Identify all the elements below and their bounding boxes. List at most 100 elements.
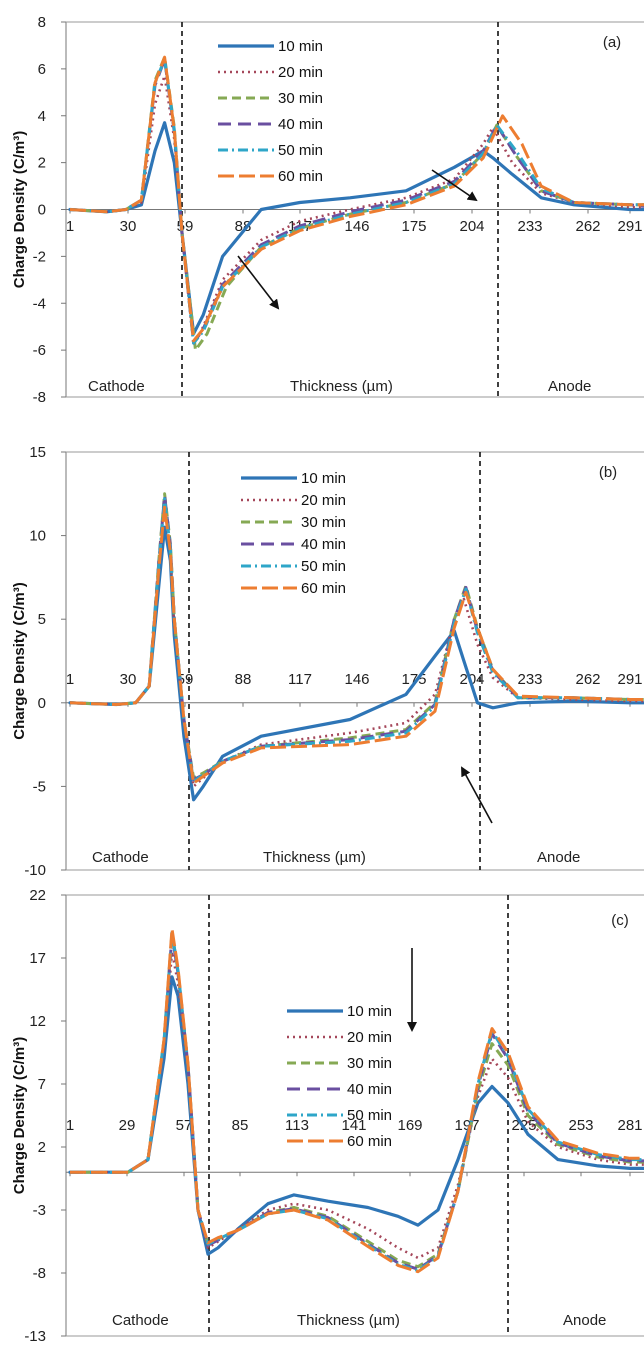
cathode-label: Cathode xyxy=(88,378,145,395)
series-line-60-min xyxy=(69,505,644,785)
y-tick-label: -5 xyxy=(33,778,46,795)
x-tick-label: 57 xyxy=(176,1117,193,1134)
legend-label: 20 min xyxy=(301,492,346,509)
legend-label: 40 min xyxy=(301,536,346,553)
legend-label: 50 min xyxy=(301,558,346,575)
x-tick-label: 30 xyxy=(120,671,137,688)
y-tick-label: -2 xyxy=(33,248,46,265)
legend-label: 30 min xyxy=(347,1055,392,1072)
y-tick-label: 8 xyxy=(38,14,46,31)
anode-label: Anode xyxy=(563,1312,606,1329)
legend-label: 10 min xyxy=(301,470,346,487)
y-tick-label: -8 xyxy=(33,389,46,406)
y-tick-label: 15 xyxy=(29,444,46,461)
x-axis-label: Thickness (µm) xyxy=(290,378,393,395)
x-axis-label: Thickness (µm) xyxy=(297,1312,400,1329)
legend-label: 60 min xyxy=(278,168,323,185)
x-tick-label: 88 xyxy=(235,671,252,688)
x-tick-label: 29 xyxy=(119,1117,136,1134)
x-tick-label: 88 xyxy=(235,218,252,235)
legend-label: 50 min xyxy=(347,1107,392,1124)
legend-label: 60 min xyxy=(301,580,346,597)
series-line-60-min xyxy=(70,927,644,1274)
legend-label: 30 min xyxy=(278,90,323,107)
series-line-30-min xyxy=(69,492,644,780)
x-tick-label: 262 xyxy=(575,218,600,235)
x-tick-label: 113 xyxy=(285,1117,309,1134)
x-tick-label: 204 xyxy=(459,218,484,235)
trend-arrow xyxy=(431,169,478,202)
series-line-20-min xyxy=(69,74,644,347)
legend-label: 30 min xyxy=(301,514,346,531)
y-tick-label: -10 xyxy=(24,862,46,879)
y-axis-label: Charge Density (C/m³) xyxy=(11,582,28,740)
trend-arrow xyxy=(461,766,493,824)
y-tick-label: 2 xyxy=(38,155,46,172)
x-tick-label: 233 xyxy=(517,671,542,688)
y-tick-label: 2 xyxy=(38,1139,46,1156)
x-tick-label: 1 xyxy=(66,671,74,688)
x-tick-label: 169 xyxy=(397,1117,422,1134)
x-tick-label: 262 xyxy=(575,671,600,688)
y-tick-label: 10 xyxy=(29,528,46,545)
y-tick-label: 22 xyxy=(29,887,46,904)
x-tick-label: 30 xyxy=(120,218,137,235)
anode-label: Anode xyxy=(537,849,580,866)
series-line-10-min xyxy=(68,975,644,1256)
series-line-50-min xyxy=(69,58,644,345)
legend-label: 10 min xyxy=(278,38,323,55)
x-tick-label: 233 xyxy=(517,218,542,235)
series-line-10-min xyxy=(68,525,644,802)
y-tick-label: -3 xyxy=(33,1202,46,1219)
x-tick-label: 175 xyxy=(401,218,426,235)
x-tick-label: 291 xyxy=(617,671,642,688)
x-tick-label: 1 xyxy=(66,218,74,235)
y-axis-label: Charge Density (C/m³) xyxy=(11,131,28,289)
legend-label: 40 min xyxy=(347,1081,392,1098)
legend-label: 20 min xyxy=(347,1029,392,1046)
legend-label: 10 min xyxy=(347,1003,392,1020)
legend-label: 20 min xyxy=(278,64,323,81)
x-tick-label: 281 xyxy=(617,1117,642,1134)
y-tick-label: 0 xyxy=(38,695,46,712)
legend-label: 50 min xyxy=(278,142,323,159)
panel-label: (c) xyxy=(611,912,629,929)
x-tick-label: 85 xyxy=(232,1117,249,1134)
y-tick-label: -6 xyxy=(33,342,46,359)
panel-label: (b) xyxy=(599,464,617,481)
x-tick-label: 146 xyxy=(344,218,369,235)
y-axis-label: Charge Density (C/m³) xyxy=(11,1037,28,1195)
panel-label: (a) xyxy=(603,34,621,51)
y-tick-label: -13 xyxy=(24,1328,46,1345)
y-tick-label: 5 xyxy=(38,611,46,628)
cathode-label: Cathode xyxy=(92,849,149,866)
legend-label: 60 min xyxy=(347,1133,392,1150)
anode-label: Anode xyxy=(548,378,591,395)
series-line-50-min xyxy=(69,497,644,783)
x-tick-label: 1 xyxy=(66,1117,74,1134)
x-tick-label: 204 xyxy=(459,671,484,688)
y-tick-label: 0 xyxy=(38,202,46,219)
y-tick-label: 17 xyxy=(29,950,46,967)
series-line-20-min xyxy=(70,950,644,1260)
y-tick-label: -8 xyxy=(33,1265,46,1282)
y-tick-label: 7 xyxy=(38,1076,46,1093)
x-tick-label: 146 xyxy=(344,671,369,688)
x-tick-label: 253 xyxy=(568,1117,593,1134)
series-line-60-min xyxy=(69,55,644,343)
y-tick-label: 12 xyxy=(29,1013,46,1030)
x-tick-label: 291 xyxy=(617,218,642,235)
cathode-label: Cathode xyxy=(112,1312,169,1329)
x-axis-label: Thickness (µm) xyxy=(263,849,366,866)
legend-label: 40 min xyxy=(278,116,323,133)
trend-arrow xyxy=(237,255,280,310)
x-tick-label: 141 xyxy=(341,1117,366,1134)
series-line-10-min xyxy=(68,121,644,336)
y-tick-label: -4 xyxy=(33,295,46,312)
x-tick-label: 117 xyxy=(288,671,312,688)
y-tick-label: 4 xyxy=(38,108,46,125)
